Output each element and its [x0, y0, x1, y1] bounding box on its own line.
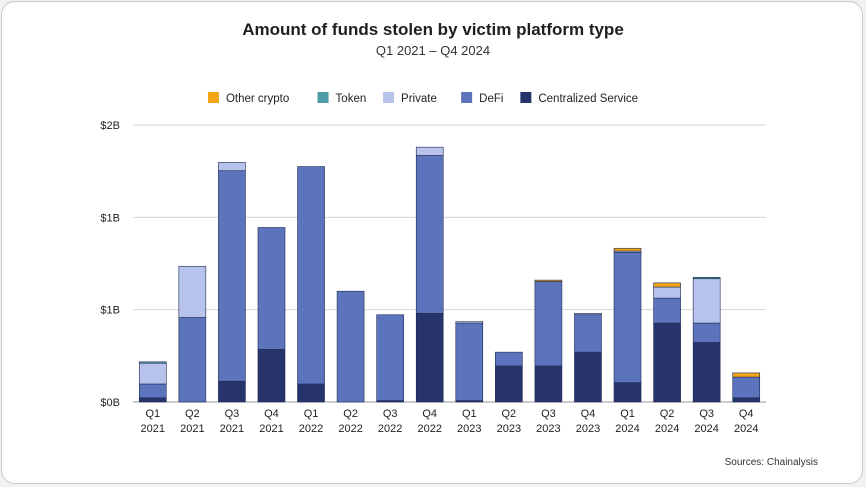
bar-segment	[336, 290, 365, 403]
x-tick-quarter: Q3	[699, 408, 714, 420]
bar-segment	[495, 365, 523, 403]
bar-segment	[534, 281, 563, 367]
legend-swatch	[383, 92, 395, 103]
x-tick-year: 2021	[141, 423, 165, 435]
bar-segment	[218, 162, 246, 172]
bar-segment	[495, 351, 523, 367]
legend-label: Centralized Service	[538, 93, 638, 105]
x-tick-quarter: Q4	[264, 408, 279, 420]
chart-subtitle: Q1 2021 – Q4 2024	[375, 43, 491, 58]
chart-title: Amount of funds stolen by victim platfor…	[242, 20, 624, 39]
bar-segment	[653, 297, 681, 324]
legend-label: Private	[401, 93, 437, 105]
x-tick-quarter: Q3	[541, 408, 556, 420]
bar-segment	[732, 376, 761, 399]
bar-segment	[376, 314, 404, 401]
x-tick-year: 2024	[734, 423, 758, 435]
bar-segment	[218, 170, 246, 382]
legend-label: DeFi	[479, 93, 503, 105]
x-tick-year: 2024	[694, 423, 718, 435]
y-axis-ticks: $0B $1B $1B $2B	[100, 120, 120, 409]
legend-swatch	[520, 92, 532, 103]
x-tick-year: 2024	[615, 423, 639, 435]
bar-segment	[138, 362, 167, 385]
bar-segment	[257, 227, 286, 350]
legend-label: Token	[336, 93, 367, 105]
bar-segment	[574, 313, 602, 316]
chart-source: Sources: Chainalysis	[724, 457, 818, 468]
x-tick-quarter: Q1	[145, 408, 160, 420]
x-tick-year: 2021	[220, 423, 244, 435]
bar-segment	[574, 351, 602, 403]
y-tick-label: $1B	[100, 305, 120, 317]
x-tick-year: 2022	[338, 423, 362, 435]
x-tick-quarter: Q2	[502, 408, 517, 420]
y-tick-label: $1B	[100, 212, 120, 224]
bar-segment	[415, 313, 444, 403]
x-tick-year: 2023	[497, 423, 521, 435]
legend-swatch	[461, 92, 473, 103]
bar-segment	[455, 322, 484, 401]
x-tick-quarter: Q2	[185, 408, 200, 420]
legend: Other crypto Token Private DeFi Centralized …	[207, 92, 638, 105]
bar-segment	[138, 383, 167, 399]
bar-segment	[455, 321, 484, 324]
legend-swatch	[207, 92, 219, 103]
bar-segment	[653, 286, 681, 299]
bar-segment	[297, 383, 325, 403]
legend-label: Other crypto	[226, 93, 289, 105]
bar-segment	[613, 247, 642, 252]
x-tick-year: 2021	[259, 423, 283, 435]
x-tick-quarter: Q4	[422, 408, 437, 420]
bar-segment	[692, 342, 721, 403]
x-tick-year: 2022	[299, 423, 323, 435]
x-tick-quarter: Q4	[739, 408, 754, 420]
bar-segment	[138, 361, 167, 364]
x-tick-year: 2021	[180, 423, 204, 435]
y-tick-label: $2B	[100, 120, 120, 132]
x-tick-year: 2022	[378, 423, 402, 435]
bar-segment	[415, 146, 444, 156]
bar-segment	[732, 397, 761, 403]
x-tick-year: 2022	[417, 423, 441, 435]
x-tick-quarter: Q4	[581, 408, 596, 420]
bar-segment	[613, 252, 642, 383]
bar-segment	[257, 349, 286, 403]
x-tick-year: 2023	[536, 423, 560, 435]
bar-segment	[178, 317, 207, 403]
bar-segment	[613, 382, 642, 403]
bar-segment	[415, 155, 444, 314]
bar-segment	[653, 322, 681, 403]
bars	[138, 146, 761, 403]
bar-segment	[534, 365, 563, 403]
x-tick-year: 2023	[457, 423, 481, 435]
bar-segment	[692, 277, 721, 280]
x-tick-quarter: Q3	[225, 408, 240, 420]
x-tick-quarter: Q1	[620, 408, 635, 420]
bar-segment	[138, 397, 167, 403]
bar-segment	[574, 314, 602, 353]
bar-segment	[732, 372, 761, 378]
x-axis-ticks: Q1 2021 Q2 2021 Q3 2021 Q4 2021 Q1 2022 Q2 2022 Q3 20…	[141, 408, 759, 435]
x-tick-quarter: Q2	[343, 408, 358, 420]
bar-segment	[297, 166, 325, 385]
y-tick-label: $0B	[100, 397, 120, 409]
bar-segment	[218, 380, 246, 403]
x-tick-year: 2024	[655, 423, 679, 435]
x-tick-year: 2023	[576, 423, 600, 435]
bar-segment	[178, 265, 207, 318]
x-tick-quarter: Q3	[383, 408, 398, 420]
x-tick-quarter: Q1	[462, 408, 477, 420]
x-tick-quarter: Q1	[304, 408, 319, 420]
bar-segment	[692, 278, 721, 324]
legend-swatch	[317, 92, 329, 103]
bar-segment	[534, 279, 563, 282]
bar-segment	[653, 282, 681, 288]
bar-segment	[692, 322, 721, 343]
x-tick-quarter: Q2	[660, 408, 675, 420]
